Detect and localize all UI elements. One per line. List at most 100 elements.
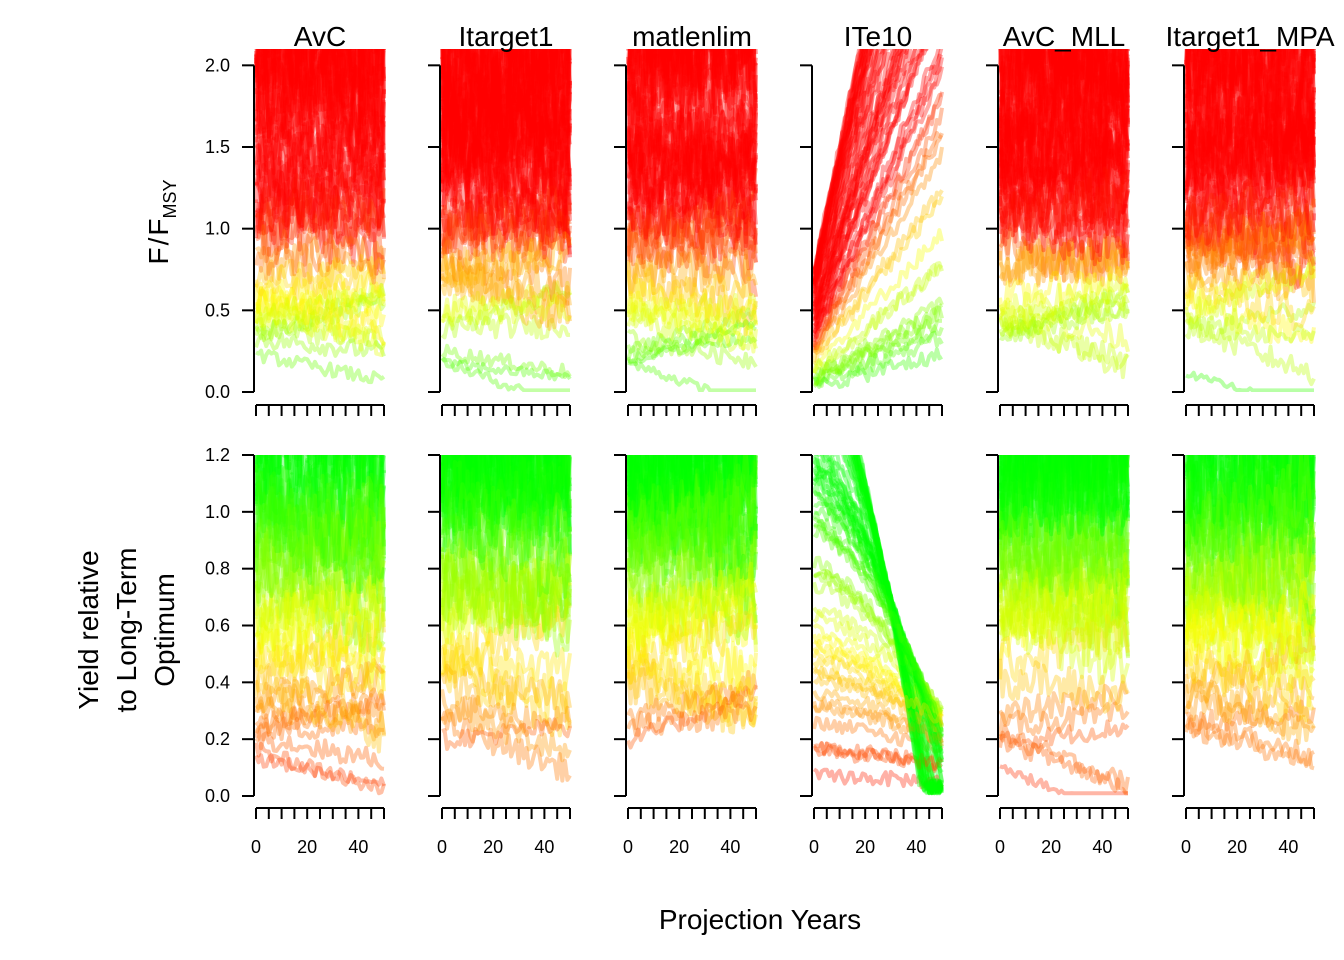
series-line <box>254 479 386 573</box>
series-line <box>254 558 386 639</box>
series-line <box>440 189 572 256</box>
series-line <box>626 55 758 170</box>
series-line <box>626 484 758 601</box>
series-line <box>440 558 572 641</box>
series-line <box>440 49 572 83</box>
series-line <box>813 491 944 741</box>
series-line <box>254 727 385 771</box>
series-line <box>254 49 386 146</box>
series-line <box>257 455 386 534</box>
series-line <box>626 220 758 298</box>
panel-yield-Itarget1_MPA: 0 20 40 <box>1172 454 1316 857</box>
series-line <box>812 318 943 389</box>
series-line <box>626 191 758 255</box>
series-line <box>998 92 1130 186</box>
series-line <box>1184 301 1316 340</box>
trajectories <box>812 455 944 796</box>
series-line <box>440 49 572 156</box>
series-line <box>626 49 754 72</box>
series-line <box>254 180 386 246</box>
series-line <box>627 318 758 367</box>
series-line <box>812 49 900 313</box>
series-line <box>626 333 758 365</box>
series-line <box>254 97 386 199</box>
series-line <box>1184 518 1316 626</box>
series-line <box>626 490 758 624</box>
series-line <box>1184 624 1316 703</box>
series-line <box>440 231 572 293</box>
series-line <box>440 158 572 258</box>
series-line <box>812 455 944 765</box>
series-line <box>1184 104 1316 199</box>
series-line <box>998 724 1130 794</box>
series-line <box>440 49 570 81</box>
series-line <box>254 317 386 350</box>
series-line <box>1184 717 1315 767</box>
series-line <box>441 460 572 577</box>
series-line <box>812 511 944 731</box>
series-line <box>812 49 873 280</box>
y-axis <box>1172 64 1185 393</box>
series-line <box>998 107 1130 214</box>
series-line <box>1184 455 1316 562</box>
series-line <box>812 49 887 308</box>
series-line <box>1002 49 1117 104</box>
series-line <box>998 83 1130 196</box>
series-line <box>813 49 929 327</box>
series-line <box>627 188 758 267</box>
panel-f_fmsy-Itarget1_MPA: Itarget1_MPA <box>1165 21 1335 416</box>
series-line <box>812 477 944 745</box>
series-line <box>812 49 873 285</box>
trajectories <box>812 49 944 389</box>
series-line <box>813 66 944 340</box>
series-line <box>998 86 1130 198</box>
series-line <box>440 49 572 126</box>
series-line <box>812 263 943 374</box>
series-line <box>999 49 1130 109</box>
y-tick-label: 2.0 <box>205 55 230 75</box>
series-line <box>626 658 758 735</box>
series-line <box>440 136 572 235</box>
series-line <box>998 680 1129 726</box>
series-line <box>812 49 944 343</box>
series-line <box>998 701 1130 737</box>
x-axis: 0 20 40 <box>623 807 757 857</box>
series-line <box>853 455 944 795</box>
series-line <box>851 455 943 796</box>
series-line <box>1186 49 1316 97</box>
series-line <box>255 281 386 346</box>
series-line <box>626 455 758 539</box>
series-line <box>255 455 386 566</box>
series-line <box>440 457 572 574</box>
series-line <box>444 49 572 110</box>
series-line <box>812 457 944 761</box>
series-line <box>254 107 386 200</box>
x-tick-label: 0 <box>809 837 819 857</box>
series-line <box>998 49 1130 102</box>
series-line <box>446 455 493 469</box>
x-axis: 0 20 40 <box>995 807 1129 857</box>
y-axis <box>986 454 999 797</box>
series-line <box>812 49 879 299</box>
series-line <box>832 455 944 789</box>
panel-yield-Itarget1: 0 20 40 <box>428 454 572 857</box>
series-line <box>812 49 929 334</box>
series-line <box>1184 287 1316 345</box>
series-line <box>812 131 943 354</box>
series-line <box>626 643 758 728</box>
series-line <box>440 265 572 331</box>
series-line <box>998 179 1130 244</box>
series-line <box>254 455 386 505</box>
series-line <box>440 92 572 206</box>
series-line <box>998 166 1130 244</box>
series-line <box>1184 74 1316 194</box>
x-axis: 0 20 40 <box>437 807 571 857</box>
series-line <box>254 563 386 657</box>
ylabel-sub: MSY <box>160 179 180 218</box>
series-line <box>254 282 386 342</box>
series-line <box>1184 625 1316 683</box>
series-line <box>254 49 379 94</box>
series-line <box>998 49 1130 154</box>
series-line <box>254 455 369 478</box>
series-line <box>254 455 386 556</box>
